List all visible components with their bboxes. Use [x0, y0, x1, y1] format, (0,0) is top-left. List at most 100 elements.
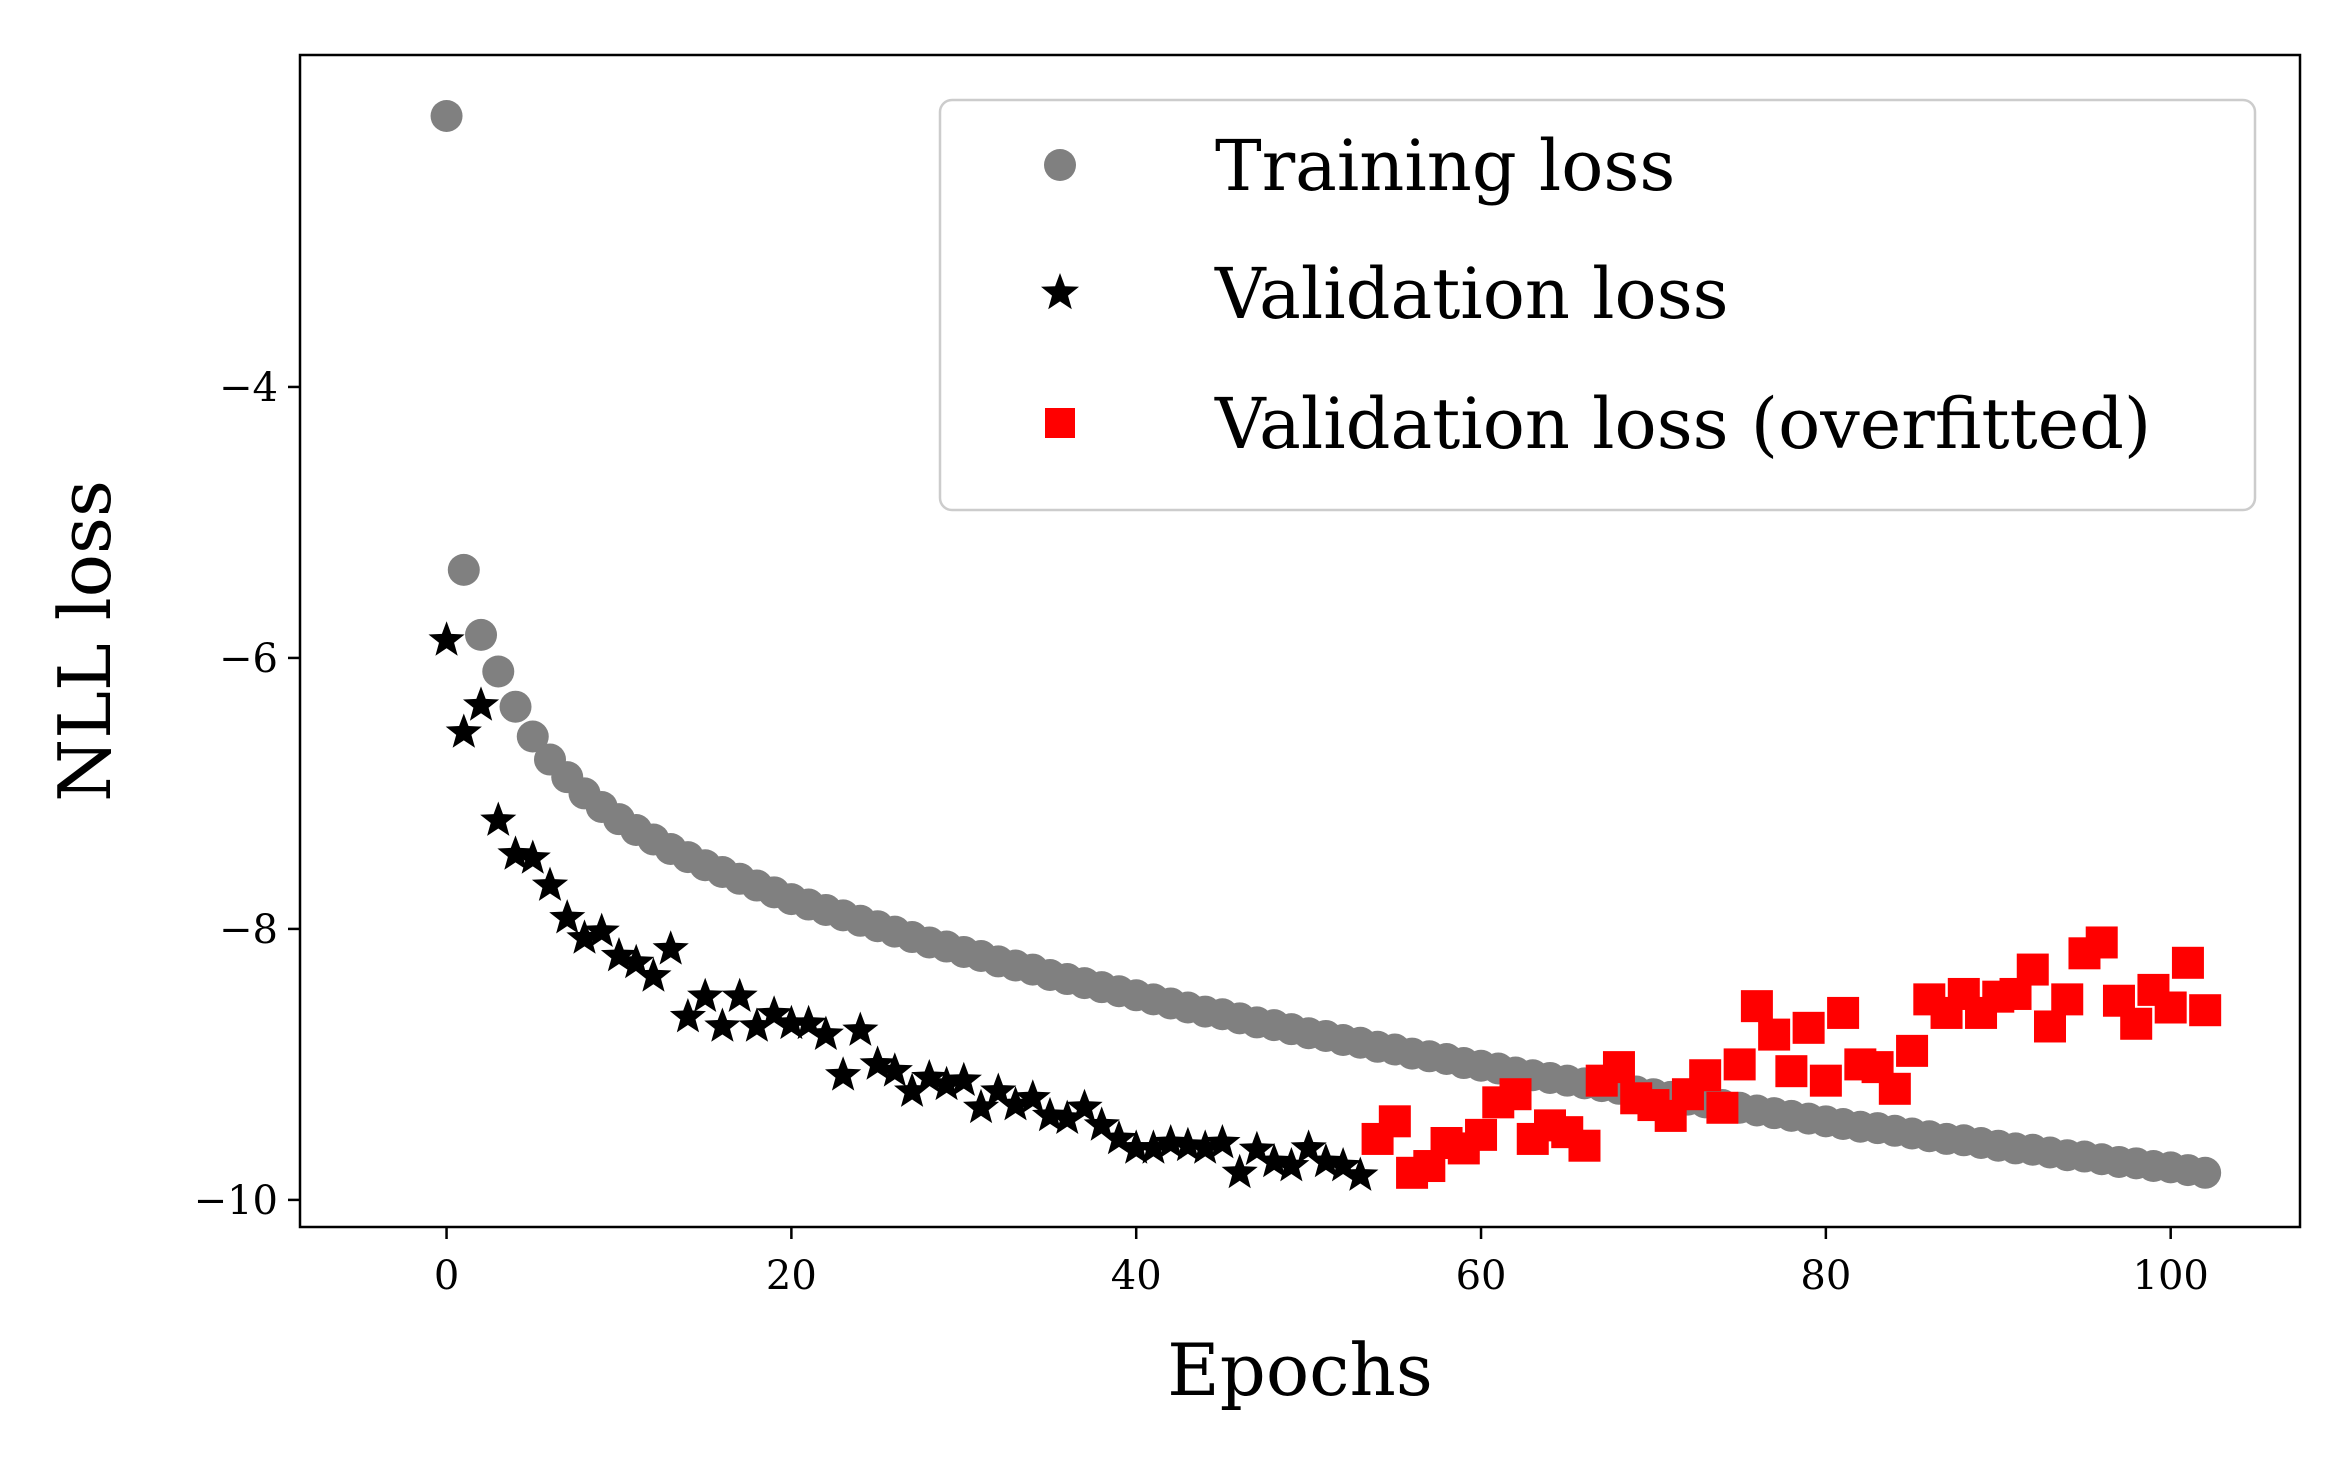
validation-point [790, 1004, 827, 1040]
overfitted-point [1740, 990, 1773, 1023]
training-point [447, 553, 480, 586]
legend-entry-overfitted: Validation loss (overfitted) [1045, 383, 2151, 465]
validation-point [1204, 1124, 1241, 1159]
validation-point [1256, 1143, 1293, 1178]
y-tick-label: −10 [194, 1178, 278, 1224]
validation-point [531, 866, 569, 901]
x-axis-title: Epochs [1167, 1328, 1433, 1412]
training-point [430, 99, 463, 132]
legend-circle-marker [1044, 149, 1076, 181]
validation-point [997, 1086, 1034, 1121]
validation-point [1238, 1130, 1275, 1166]
validation-point [825, 1056, 862, 1091]
validation-point [635, 957, 672, 992]
overfitted-point [2016, 953, 2049, 986]
x-tick-label: 40 [1111, 1253, 1162, 1299]
validation-point [583, 912, 620, 947]
validation-point [652, 930, 689, 965]
overfitted-point [1602, 1051, 1635, 1084]
validation-point [928, 1065, 965, 1101]
validation-point [945, 1061, 982, 1096]
validation-point [721, 977, 758, 1012]
overfitted-point [1723, 1048, 1756, 1081]
validation-point [876, 1052, 913, 1087]
y-tick-label: −8 [219, 907, 278, 953]
legend-box [938, 98, 2257, 512]
legend-entry-validation: Validation loss [1041, 253, 1729, 335]
validation-point [1152, 1124, 1189, 1159]
overfitted-point [1499, 1078, 1532, 1111]
overfitted-point [2034, 1010, 2066, 1043]
validation-point [514, 839, 551, 874]
overfitted-point [1809, 1064, 1842, 1097]
y-tick-label: −6 [219, 636, 278, 682]
overfitted-point [1689, 1059, 1722, 1092]
validation-point [1014, 1079, 1051, 1114]
validation-point [1273, 1147, 1310, 1182]
overfitted-point [1378, 1105, 1411, 1138]
overfitted-point [2051, 983, 2084, 1016]
plot-frame [298, 53, 2302, 1229]
training-point [499, 690, 532, 723]
x-tick-label: 0 [434, 1253, 459, 1299]
validation-point [704, 1007, 741, 1042]
validation-point [773, 1004, 810, 1040]
plot-marks [428, 99, 2222, 1191]
x-tick-label: 60 [1456, 1253, 1507, 1299]
overfitted-point [2154, 991, 2187, 1024]
x-tick-label: 80 [1800, 1253, 1851, 1299]
legend-star-marker [1041, 273, 1079, 310]
overfitted-point [2085, 926, 2118, 959]
legend-square-marker [1045, 408, 1075, 438]
overfitted-point [1878, 1072, 1911, 1105]
overfitted-point [1827, 996, 1860, 1029]
overfitted-point [1465, 1118, 1498, 1151]
validation-point [1221, 1153, 1258, 1189]
overfitted-point [2171, 946, 2204, 979]
validation-point [1031, 1096, 1069, 1132]
series-star [428, 621, 1379, 1191]
overfitted-point [2120, 1007, 2153, 1040]
validation-point [1290, 1129, 1327, 1164]
legend-label-overfitted: Validation loss (overfitted) [1214, 383, 2151, 465]
validation-point [463, 686, 500, 721]
validation-point [1325, 1147, 1362, 1182]
validation-point [911, 1059, 948, 1094]
training-point [465, 618, 498, 651]
series-square [1361, 926, 2222, 1189]
overfitted-point [2189, 994, 2222, 1027]
validation-point [1342, 1156, 1379, 1191]
overfitted-point [1706, 1091, 1739, 1124]
validation-point [1307, 1143, 1344, 1178]
overfitted-point [1758, 1018, 1791, 1051]
validation-point [1083, 1106, 1120, 1141]
validation-point [1049, 1099, 1086, 1134]
validation-point [480, 801, 517, 836]
overfitted-point [1896, 1034, 1929, 1067]
validation-point [1135, 1129, 1172, 1164]
validation-point [1118, 1129, 1155, 1164]
validation-point [807, 1015, 844, 1050]
legend-label-training: Training loss [1215, 125, 1675, 207]
validation-point [980, 1072, 1017, 1107]
validation-point [428, 621, 465, 656]
validation-point [894, 1072, 931, 1107]
legend-label-validation: Validation loss [1214, 253, 1729, 335]
y-axis-title: NLL loss [43, 480, 127, 802]
overfitted-point [1775, 1055, 1808, 1088]
validation-point [738, 1007, 775, 1042]
training-point [2189, 1156, 2222, 1189]
training-point [516, 720, 549, 753]
y-tick-label: −4 [219, 365, 278, 411]
overfitted-point [1792, 1011, 1825, 1044]
legend: Training loss Validation loss Validation… [938, 98, 2257, 512]
x-tick-label: 100 [2133, 1253, 2209, 1299]
validation-point [549, 899, 586, 934]
validation-point [963, 1088, 1000, 1124]
validation-point [1100, 1119, 1137, 1155]
validation-point [600, 937, 637, 972]
validation-point [756, 995, 793, 1030]
validation-point [842, 1011, 879, 1046]
legend-entry-training: Training loss [1044, 125, 1675, 207]
